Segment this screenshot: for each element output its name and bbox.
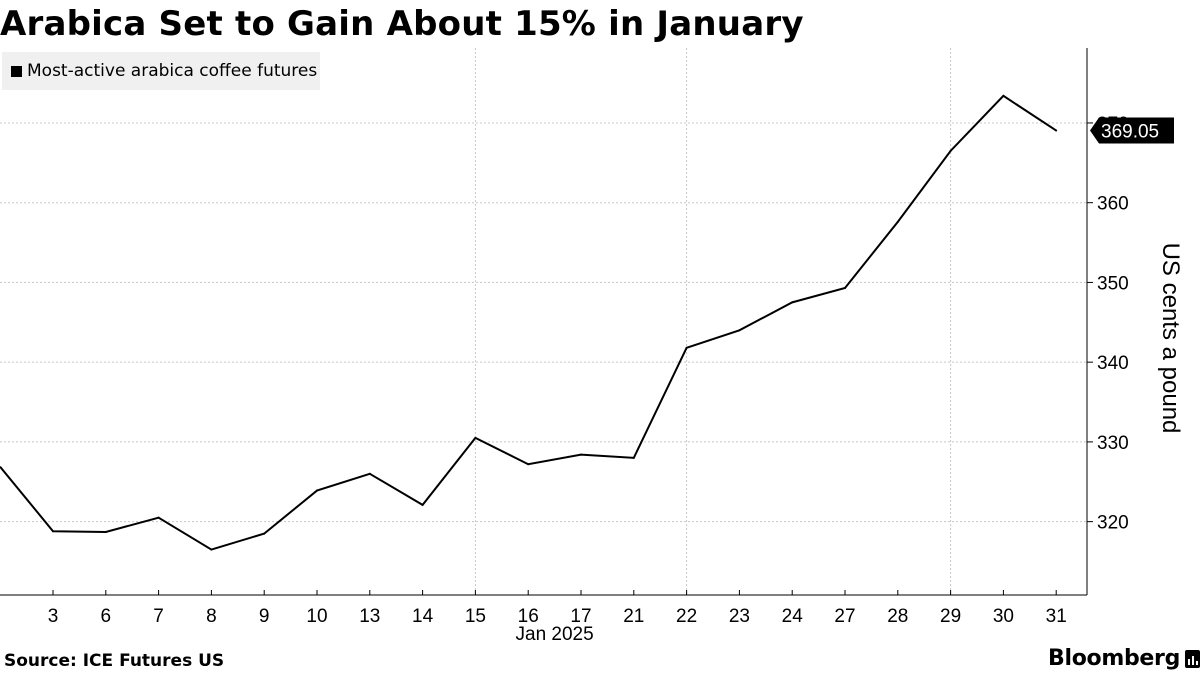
horizontal-gridlines [0, 122, 1087, 523]
data-point-16 [527, 463, 530, 466]
y-tick-label-340: 340 [1097, 353, 1129, 374]
data-point-15 [474, 436, 477, 439]
chart-title: Arabica Set to Gain About 15% in January [0, 4, 804, 44]
x-tick-label-10: 10 [306, 606, 327, 627]
data-point-9 [263, 532, 266, 535]
data-point-31 [1055, 129, 1058, 132]
data-point-22 [685, 346, 688, 349]
data-point-3 [52, 530, 54, 533]
data-point-13 [368, 472, 371, 475]
bloomberg-terminal-icon [1185, 649, 1200, 668]
data-point-30 [1002, 94, 1005, 97]
data-point-10 [316, 489, 318, 492]
data-point-24 [791, 301, 794, 304]
x-tick-label-27: 27 [834, 606, 855, 627]
data-point-17 [580, 453, 582, 456]
y-tick-label-330: 330 [1097, 433, 1129, 454]
last-value-label: 369.05 [1101, 122, 1159, 143]
x-tick-label-14: 14 [412, 606, 434, 627]
x-axis-ticks: 3 6 7 8 9 10 13 14 15 16 17 21 22 23 24 27 28 29 30 31 [48, 590, 1067, 627]
data-point-28 [896, 220, 899, 223]
x-tick-label-29: 29 [940, 606, 961, 627]
data-point-6 [104, 531, 107, 534]
x-axis-group-label: Jan 2025 [516, 624, 594, 645]
x-tick-label-8: 8 [206, 606, 217, 627]
data-point-29 [949, 149, 952, 152]
x-tick-label-21: 21 [623, 606, 644, 627]
data-point-23 [738, 329, 741, 332]
x-tick-label-28: 28 [887, 606, 908, 627]
legend-swatch [11, 65, 22, 77]
y-tick-label-350: 350 [1097, 273, 1129, 294]
x-tick-label-31: 31 [1046, 606, 1067, 627]
source-note: Source: ICE Futures US [4, 651, 225, 671]
last-value-callout: 369.05 [1090, 117, 1174, 144]
x-tick-label-7: 7 [153, 606, 164, 627]
x-tick-label-9: 9 [259, 606, 270, 627]
x-tick-label-15: 15 [465, 606, 486, 627]
data-point-7 [157, 516, 160, 519]
legend-label: Most-active arabica coffee futures [27, 61, 318, 81]
x-tick-label-6: 6 [101, 606, 112, 627]
last-value-badge [1090, 117, 1174, 144]
x-tick-label-22: 22 [676, 606, 697, 627]
x-tick-label-24: 24 [782, 606, 804, 627]
data-point-8 [210, 548, 213, 551]
data-point-14 [421, 503, 424, 506]
y-axis-label: US cents a pound [1157, 242, 1184, 434]
vertical-gridlines [474, 48, 952, 595]
brand-logo: Bloomberg [1048, 646, 1200, 671]
y-axis-ticks: 320330340350360370 [1087, 114, 1129, 534]
legend: Most-active arabica coffee futures [2, 52, 320, 90]
y-tick-label-360: 360 [1097, 194, 1129, 215]
x-tick-label-30: 30 [993, 606, 1014, 627]
y-tick-label-320: 320 [1097, 513, 1129, 534]
x-tick-label-17: 17 [570, 606, 591, 627]
x-tick-label-3: 3 [48, 606, 59, 627]
data-points [52, 94, 1058, 551]
series-line [0, 94, 1057, 551]
data-point-21 [632, 456, 635, 459]
x-tick-label-16: 16 [518, 606, 539, 627]
brand-name: Bloomberg [1048, 646, 1181, 671]
x-tick-label-13: 13 [359, 606, 380, 627]
x-tick-label-23: 23 [729, 606, 750, 627]
data-point-27 [844, 287, 846, 290]
